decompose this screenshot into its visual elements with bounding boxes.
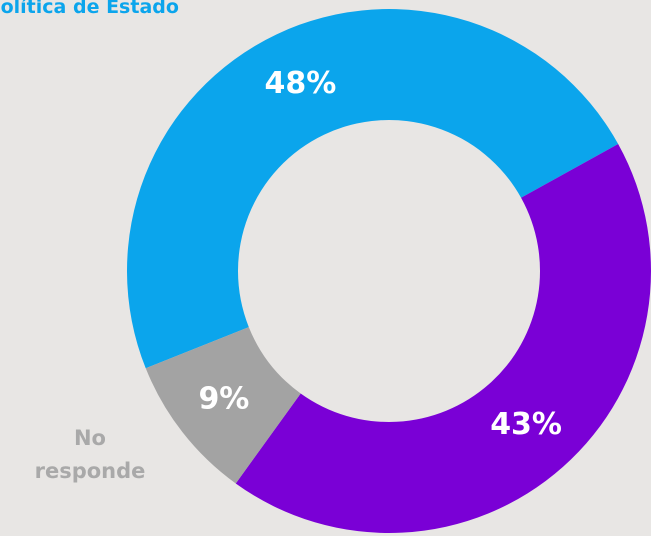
value-label: 43%: [490, 407, 562, 442]
donut-segment: [126, 8, 619, 369]
donut-segment: [235, 143, 651, 534]
category-label: política de Estado: [0, 0, 179, 18]
category-label: No responde: [34, 426, 146, 483]
donut-segment: [145, 327, 301, 484]
value-label: 9%: [198, 381, 249, 416]
value-label: 48%: [265, 66, 337, 101]
